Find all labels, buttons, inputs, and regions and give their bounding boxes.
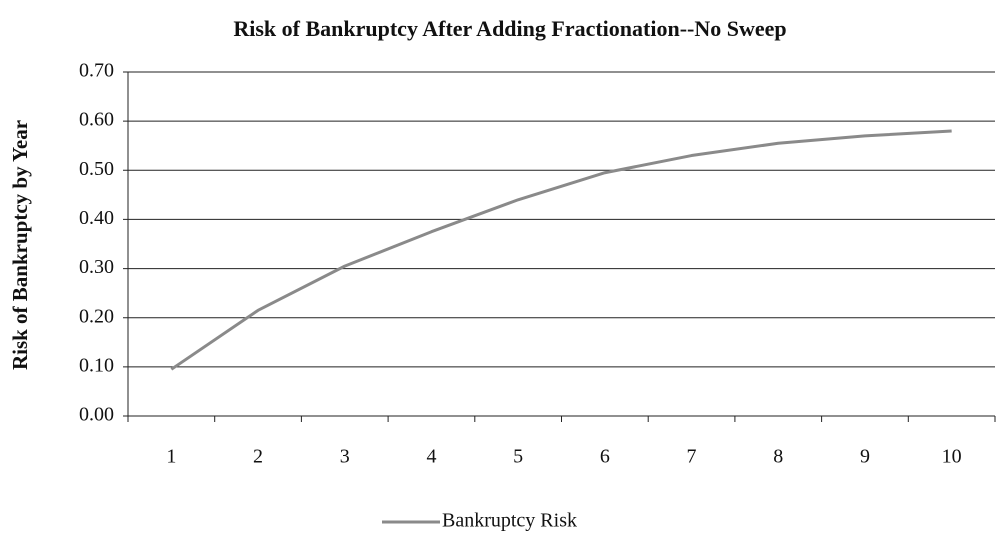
x-tick-label: 4 (426, 446, 436, 468)
y-tick-label: 0.30 (79, 256, 114, 278)
y-tick-label: 0.60 (79, 109, 114, 131)
y-tick-label: 0.00 (79, 404, 114, 426)
x-tick-label: 8 (773, 446, 783, 468)
y-tick-label: 0.20 (79, 305, 114, 327)
x-tick-label: 5 (513, 446, 523, 468)
x-tick-label: 3 (340, 446, 350, 468)
x-tick-label: 1 (166, 446, 176, 468)
x-tick-label: 10 (942, 446, 962, 468)
y-tick-label: 0.10 (79, 354, 114, 376)
x-tick-label: 6 (600, 446, 610, 468)
y-tick-label: 0.50 (79, 158, 114, 180)
y-tick-label: 0.40 (79, 207, 114, 229)
legend-label: Bankruptcy Risk (442, 510, 577, 532)
x-tick-label: 9 (860, 446, 870, 468)
x-tick-label: 2 (253, 446, 263, 468)
y-tick-label: 0.70 (79, 60, 114, 82)
y-axis-label: Risk of Bankruptcy by Year (8, 120, 32, 370)
x-tick-label: 7 (687, 446, 697, 468)
line (170, 129, 952, 371)
chart-title: Risk of Bankruptcy After Adding Fraction… (233, 16, 786, 41)
